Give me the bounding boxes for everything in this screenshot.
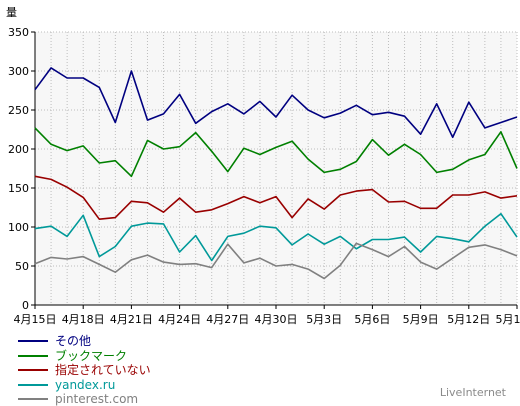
- x-tick-label: 4月15日: [14, 313, 57, 326]
- x-tick-label: 5月9日: [403, 313, 439, 326]
- legend-item: pinterest.com: [18, 392, 138, 406]
- x-tick-label: 4月18日: [62, 313, 105, 326]
- x-tick-label: 4月21日: [110, 313, 153, 326]
- y-axis-label: 量: [6, 6, 17, 19]
- legend-swatch: [18, 369, 48, 371]
- y-tick-label: 100: [8, 221, 29, 234]
- legend-item: ブックマーク: [18, 349, 127, 363]
- legend-label: ブックマーク: [55, 349, 127, 363]
- legend-swatch: [18, 340, 48, 342]
- legend-label: yandex.ru: [55, 378, 115, 392]
- y-tick-label: 50: [15, 260, 29, 273]
- watermark-text: LiveInternet: [440, 386, 506, 399]
- legend-swatch: [18, 398, 48, 400]
- y-tick-label: 350: [8, 26, 29, 39]
- y-tick-label: 200: [8, 143, 29, 156]
- x-tick-label: 5月3日: [306, 313, 342, 326]
- x-tick-label: 5月6日: [354, 313, 390, 326]
- legend-label: その他: [55, 334, 91, 348]
- legend-swatch: [18, 355, 48, 357]
- legend-item: その他: [18, 334, 91, 348]
- y-tick-label: 300: [8, 65, 29, 78]
- x-tick-label: 5月12日: [447, 313, 490, 326]
- x-tick-label: 4月24日: [158, 313, 201, 326]
- legend-item: yandex.ru: [18, 378, 115, 392]
- legend-item: 指定されていない: [18, 363, 151, 377]
- y-tick-label: 150: [8, 182, 29, 195]
- x-tick-label: 5月15日: [496, 313, 520, 326]
- legend-swatch: [18, 384, 48, 386]
- legend-label: pinterest.com: [55, 392, 138, 406]
- y-tick-label: 0: [22, 299, 29, 312]
- x-tick-label: 4月30日: [255, 313, 298, 326]
- y-tick-label: 250: [8, 104, 29, 117]
- legend-label: 指定されていない: [55, 363, 151, 377]
- x-tick-label: 4月27日: [206, 313, 249, 326]
